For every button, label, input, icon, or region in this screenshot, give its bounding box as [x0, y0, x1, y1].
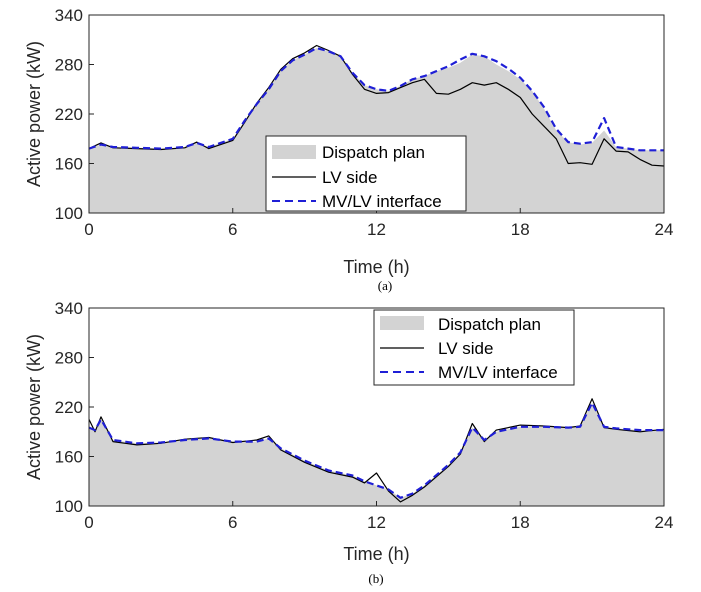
x-tick-label-b: 24 [655, 513, 674, 532]
panel-b: 0 6 12 18 24 100 160 220 280 340 Time (h) Active … [24, 299, 673, 586]
series-dispatch-plan-b [89, 402, 664, 506]
y-tick-label-b: 100 [55, 497, 83, 516]
x-tick-label-a: 18 [511, 220, 530, 239]
y-axis-label-b: Active power (kW) [24, 334, 44, 480]
legend-swatch-dispatch-b [380, 316, 424, 330]
y-tick-label-a: 280 [55, 56, 83, 75]
plot-frame-b [88, 307, 665, 507]
x-tick-label-b: 0 [84, 513, 93, 532]
plot-frame-a [88, 14, 665, 214]
y-tick-label-a: 220 [55, 105, 83, 124]
y-tick-label-a: 340 [55, 6, 83, 25]
legend-label-mv-b: MV/LV interface [438, 363, 558, 382]
y-tick-label-a: 160 [55, 155, 83, 174]
series-lv-side-b [89, 398, 664, 503]
y-tick-label-b: 220 [55, 398, 83, 417]
y-tick-label-a: 100 [55, 204, 83, 223]
x-tick-label-b: 6 [228, 513, 237, 532]
legend-label-dispatch-a: Dispatch plan [322, 143, 425, 162]
legend-label-lv-a: LV side [322, 168, 377, 187]
series-lv-side-a [89, 44, 664, 167]
legend-b: Dispatch plan LV side MV/LV interface [373, 309, 575, 386]
x-tick-label-b: 18 [511, 513, 530, 532]
legend-swatch-dispatch-a [272, 145, 316, 159]
x-axis-label-a: Time (h) [343, 257, 409, 277]
y-tick-label-b: 340 [55, 299, 83, 318]
legend-label-mv-a: MV/LV interface [322, 192, 442, 211]
panel-caption-b: (b) [368, 571, 383, 586]
y-axis-label-a: Active power (kW) [24, 41, 44, 187]
x-tick-label-a: 12 [367, 220, 386, 239]
series-dispatch-plan-a [89, 48, 664, 213]
x-tick-label-a: 24 [655, 220, 674, 239]
x-axis-label-b: Time (h) [343, 544, 409, 564]
series-mv-lv-interface-b [89, 401, 664, 499]
panel-a: 0 6 12 18 24 100 160 220 280 340 Time (h) Active … [24, 6, 673, 293]
x-tick-label-b: 12 [367, 513, 386, 532]
legend-label-lv-b: LV side [438, 339, 493, 358]
panel-caption-a: (a) [378, 278, 392, 293]
legend-label-dispatch-b: Dispatch plan [438, 315, 541, 334]
x-tick-label-a: 6 [228, 220, 237, 239]
legend-a: Dispatch plan LV side MV/LV interface [265, 135, 467, 212]
x-tick-label-a: 0 [84, 220, 93, 239]
y-tick-label-b: 280 [55, 349, 83, 368]
series-mv-lv-interface-a [89, 46, 664, 152]
y-tick-label-b: 160 [55, 448, 83, 467]
